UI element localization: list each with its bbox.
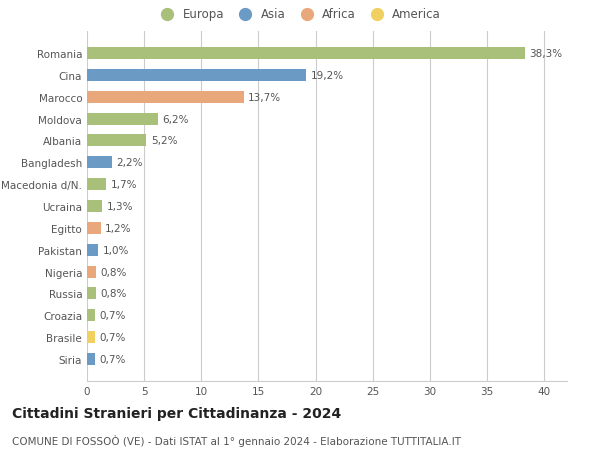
Text: 0,7%: 0,7% [100, 332, 126, 342]
Text: 1,3%: 1,3% [106, 202, 133, 212]
Bar [87, 201, 102, 213]
Text: 0,7%: 0,7% [100, 354, 126, 364]
Text: 2,2%: 2,2% [117, 158, 143, 168]
Bar [87, 309, 95, 321]
Text: 38,3%: 38,3% [529, 49, 562, 59]
Legend: Europa, Asia, Africa, America: Europa, Asia, Africa, America [155, 8, 441, 21]
Bar [87, 353, 95, 365]
Text: 0,7%: 0,7% [100, 311, 126, 320]
Text: 1,2%: 1,2% [105, 224, 132, 233]
Bar [87, 92, 244, 104]
Bar [87, 288, 96, 300]
Text: 19,2%: 19,2% [311, 71, 344, 81]
Text: 1,0%: 1,0% [103, 245, 130, 255]
Bar [87, 157, 112, 169]
Bar [87, 70, 307, 82]
Bar [87, 135, 146, 147]
Text: 13,7%: 13,7% [248, 93, 281, 102]
Text: 0,8%: 0,8% [101, 267, 127, 277]
Text: 1,7%: 1,7% [111, 180, 137, 190]
Bar [87, 48, 525, 60]
Text: 0,8%: 0,8% [101, 289, 127, 299]
Text: Cittadini Stranieri per Cittadinanza - 2024: Cittadini Stranieri per Cittadinanza - 2… [12, 406, 341, 420]
Bar [87, 179, 106, 191]
Bar [87, 113, 158, 125]
Bar [87, 266, 96, 278]
Text: COMUNE DI FOSSOÒ (VE) - Dati ISTAT al 1° gennaio 2024 - Elaborazione TUTTITALIA.: COMUNE DI FOSSOÒ (VE) - Dati ISTAT al 1°… [12, 434, 461, 446]
Bar [87, 222, 101, 235]
Text: 5,2%: 5,2% [151, 136, 178, 146]
Text: 6,2%: 6,2% [163, 114, 189, 124]
Bar [87, 331, 95, 343]
Bar [87, 244, 98, 256]
